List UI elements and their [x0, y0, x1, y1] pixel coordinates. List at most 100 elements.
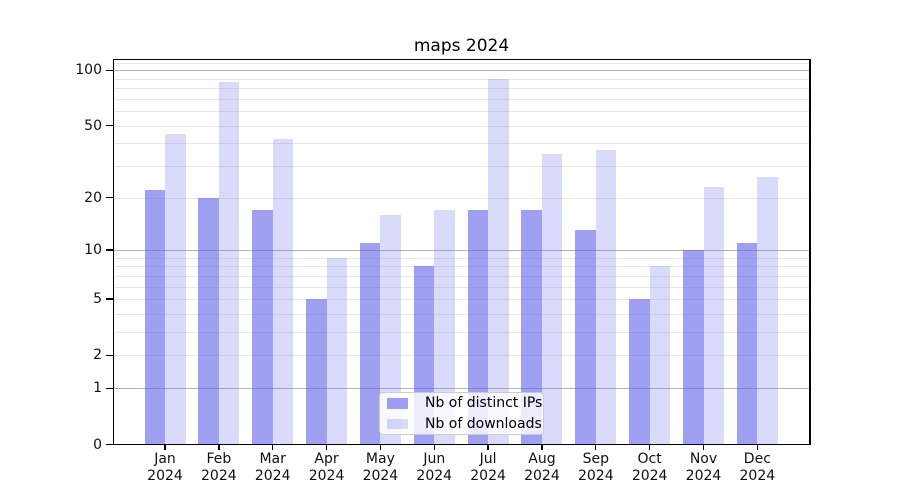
bar-downloads-jan: [165, 134, 186, 445]
gridline-minor-30: [113, 166, 810, 167]
y-tick-label-0: 0: [93, 436, 102, 453]
y-tick-10: [106, 249, 113, 251]
x-tick-label-jun: Jun 2024: [402, 451, 466, 484]
y-axis-spine-right: [809, 58, 811, 446]
x-tick-nov: [702, 445, 705, 451]
bar-downloads-apr: [326, 257, 348, 445]
x-tick-sublabel-jan: 2024: [147, 467, 183, 484]
y-tick-1: [106, 387, 113, 389]
bar-distinct-ips-feb: [198, 197, 219, 445]
bar-downloads-oct: [649, 266, 671, 445]
bar-distinct-ips-dec: [736, 242, 758, 445]
x-tick-label-feb: Feb 2024: [187, 451, 251, 484]
x-tick-apr: [325, 445, 328, 451]
y-tick-label-2: 2: [93, 347, 102, 364]
y-tick-label-20: 20: [84, 189, 102, 206]
y-tick-0: [106, 443, 113, 446]
y-axis-spine-left: [112, 58, 114, 446]
x-tick-sublabel-may: 2024: [362, 467, 399, 484]
y-tick-label-5: 5: [93, 291, 102, 308]
bar-downloads-feb: [218, 82, 240, 445]
x-tick-label-sep: Sep 2024: [564, 451, 628, 484]
gridline-minor-70: [113, 98, 810, 100]
x-tick-sublabel-mar: 2024: [254, 467, 291, 484]
bar-distinct-ips-sep: [575, 230, 596, 445]
x-tick-jul: [487, 445, 489, 451]
x-tick-jan: [164, 445, 166, 451]
x-tick-mar: [272, 445, 274, 451]
x-tick-sublabel-nov: 2024: [685, 467, 722, 484]
gridline-minor-6: [113, 286, 810, 288]
gridline-minor-50: [113, 125, 810, 127]
x-tick-sublabel-aug: 2024: [524, 467, 560, 484]
bar-downloads-aug: [541, 153, 563, 445]
y-tick-label-100: 100: [75, 62, 102, 79]
legend: Nb of distinct IPs Nb of downloads: [379, 392, 544, 435]
x-tick-sublabel-sep: 2024: [577, 467, 614, 484]
gridline-minor-7: [113, 275, 810, 277]
bar-distinct-ips-mar: [252, 210, 273, 445]
x-tick-label-dec: Dec 2024: [725, 451, 789, 484]
bar-distinct-ips-nov: [683, 250, 704, 445]
legend-swatch-downloads: [387, 418, 408, 429]
x-tick-jun: [433, 445, 435, 451]
bar-distinct-ips-oct: [629, 299, 650, 445]
bar-downloads-jun: [434, 210, 455, 445]
x-tick-sublabel-jun: 2024: [416, 467, 453, 484]
bar-downloads-may: [380, 214, 401, 445]
y-tick-20: [106, 196, 113, 199]
bar-downloads-sep: [595, 149, 617, 445]
legend-label-downloads: Nb of downloads: [425, 415, 542, 432]
gridline-major-1: [113, 388, 810, 390]
x-axis-spine-top: [112, 58, 811, 60]
x-tick-label-mar: Mar 2024: [241, 451, 305, 484]
gridline-minor-80: [113, 88, 810, 90]
x-tick-label-apr: Apr 2024: [295, 451, 359, 484]
bar-distinct-ips-may: [359, 242, 381, 445]
x-tick-sublabel-oct: 2024: [631, 467, 668, 484]
x-tick-may: [379, 445, 382, 451]
bar-distinct-ips-aug: [521, 210, 542, 445]
legend-item-downloads: Nb of downloads: [387, 414, 543, 435]
x-tick-oct: [648, 445, 651, 451]
bar-downloads-nov: [703, 186, 724, 445]
gridline-minor-2: [113, 355, 810, 357]
gridline-minor-4: [113, 313, 810, 315]
gridline-minor-20: [113, 197, 810, 199]
x-tick-sublabel-apr: 2024: [308, 467, 345, 484]
bar-downloads-dec: [757, 177, 778, 445]
gridline-minor-9: [113, 257, 810, 259]
gridline-minor-110: [113, 62, 810, 64]
x-tick-label-nov: Nov 2024: [672, 451, 736, 484]
y-tick-5: [106, 298, 113, 300]
bar-distinct-ips-jul: [467, 210, 489, 445]
legend-label-distinct-ips: Nb of distinct IPs: [425, 395, 543, 412]
x-tick-label-may: May 2024: [348, 451, 412, 484]
y-tick-100: [106, 69, 113, 71]
legend-item-distinct-ips: Nb of distinct IPs: [387, 393, 543, 414]
gridline-minor-40: [113, 143, 810, 145]
x-tick-feb: [218, 445, 220, 451]
gridline-minor-3: [113, 332, 810, 334]
gridline-minor-8: [113, 266, 810, 268]
x-tick-label-jan: Jan 2024: [133, 451, 197, 484]
chart-title: maps 2024: [413, 36, 510, 56]
bar-distinct-ips-apr: [306, 299, 327, 445]
bar-distinct-ips-jan: [144, 190, 165, 445]
gridline-major-10: [113, 250, 810, 252]
x-tick-dec: [756, 445, 759, 451]
x-tick-sep: [595, 445, 597, 451]
gridline-minor-60: [113, 111, 810, 113]
x-tick-label-aug: Aug 2024: [510, 451, 574, 484]
y-tick-2: [106, 354, 113, 357]
x-tick-sublabel-dec: 2024: [739, 467, 776, 484]
bar-downloads-mar: [272, 139, 294, 445]
x-axis-spine-bottom: [112, 444, 811, 446]
gridline-major-100: [113, 70, 810, 72]
y-tick-50: [106, 124, 113, 127]
x-tick-label-jul: Jul 2024: [456, 451, 520, 484]
gridline-minor-90: [113, 78, 810, 80]
y-tick-label-1: 1: [93, 380, 102, 397]
x-tick-aug: [541, 445, 543, 451]
